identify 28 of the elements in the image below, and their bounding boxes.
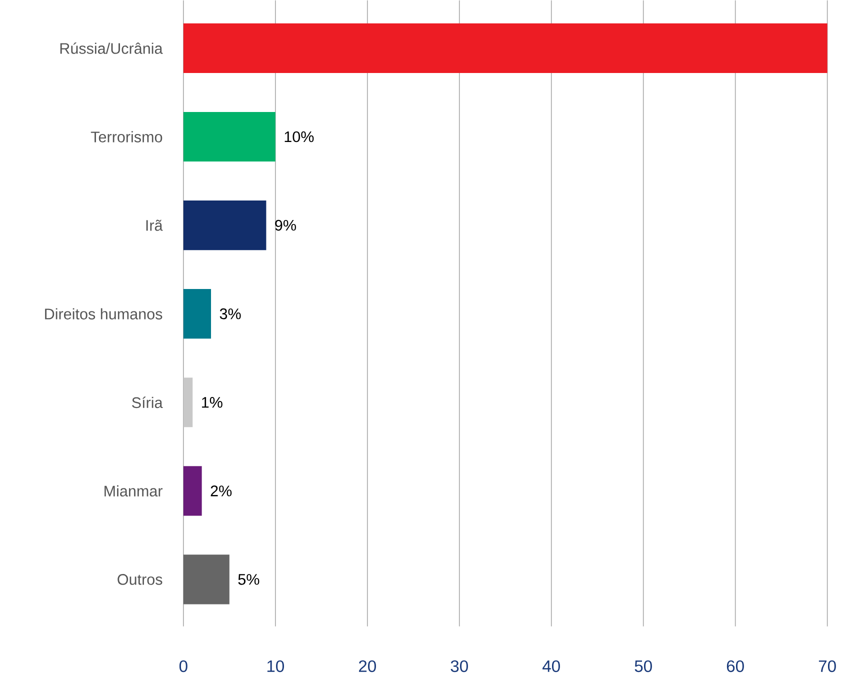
y-tick-label: Outros <box>118 574 162 586</box>
y-tick-label: Mianmar <box>104 486 163 497</box>
data-label: 5% <box>238 574 260 586</box>
data-label: 10% <box>284 132 314 142</box>
bar <box>183 378 193 428</box>
data-label: 3% <box>220 308 241 320</box>
x-tick-label: 70 <box>818 660 836 672</box>
data-label: 2% <box>210 486 232 497</box>
y-tick-label: Síria <box>132 396 163 408</box>
bar <box>183 466 202 516</box>
bar <box>183 200 266 250</box>
bar <box>183 24 828 74</box>
y-tick-label: Direitos humanos <box>45 308 162 320</box>
x-tick-label: 10 <box>267 660 284 672</box>
y-tick-label: Rússia/Ucrânia <box>60 42 163 54</box>
x-tick-label: 0 <box>179 660 188 672</box>
x-tick-label: 50 <box>634 660 652 672</box>
x-tick-label: 20 <box>358 660 376 672</box>
bar <box>183 289 212 339</box>
data-label: 1% <box>202 397 222 408</box>
x-tick-label: 40 <box>542 660 560 672</box>
bar <box>183 112 276 162</box>
bar <box>183 554 230 604</box>
x-tick-label: 30 <box>450 660 468 672</box>
x-tick-label: 60 <box>726 660 744 672</box>
y-tick-label: Irã <box>146 220 163 232</box>
y-tick-label: Terrorismo <box>90 131 162 143</box>
data-label: 9% <box>275 220 296 231</box>
